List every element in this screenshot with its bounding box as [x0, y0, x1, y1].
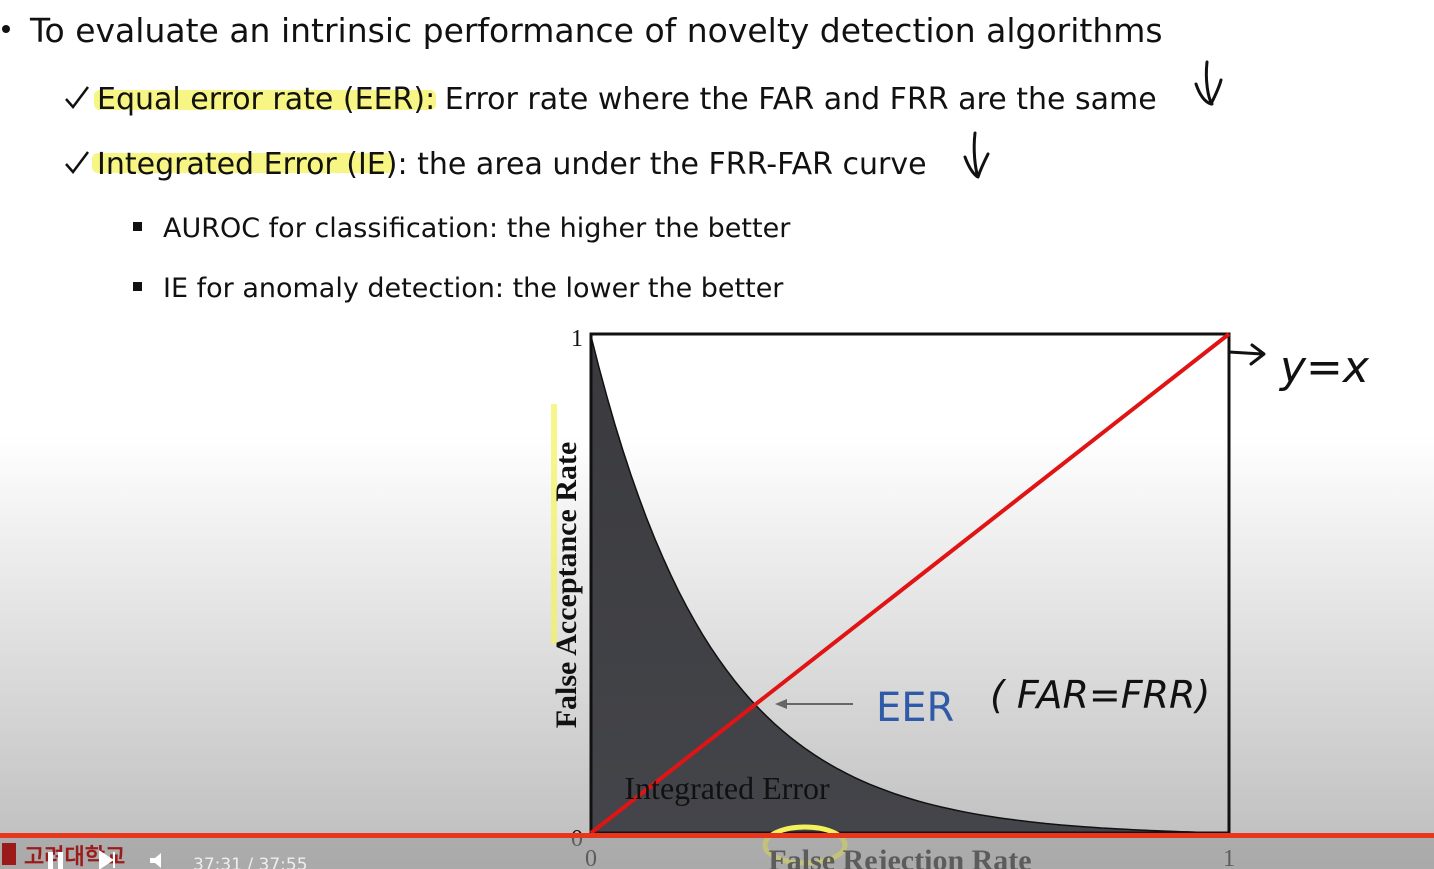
area-label: Integrated Error	[624, 770, 830, 806]
check-mark	[65, 86, 89, 109]
description: Error rate where the FAR and FRR are the…	[435, 82, 1157, 117]
logo	[2, 843, 16, 865]
eer-label: EER	[876, 685, 954, 731]
sub-item: IE for anomaly detection: the lower the …	[163, 273, 784, 304]
description: : the area under the FRR-FAR curve	[398, 147, 927, 182]
handwritten-note: ( FAR=FRR)	[990, 673, 1210, 717]
handwritten-note: y=x	[1278, 342, 1370, 393]
term: Integrated Error (IE)	[97, 147, 398, 182]
term: Equal error rate (EER):	[97, 82, 435, 117]
volume-button[interactable]	[150, 853, 161, 868]
handwritten-arrow	[963, 131, 990, 179]
y-tick-label: 1	[571, 326, 583, 352]
check-item: Equal error rate (EER): Error rate where…	[97, 82, 1157, 117]
next-button[interactable]	[99, 850, 115, 869]
sub-item: AUROC for classification: the higher the…	[163, 213, 791, 244]
handwritten-arrow	[1194, 60, 1223, 106]
bullet-dot	[2, 25, 10, 33]
player-bar	[0, 838, 1434, 869]
highlight	[94, 90, 436, 110]
pause-button[interactable]	[58, 852, 63, 869]
channel-name: 고려대학교	[24, 845, 125, 869]
square-bullet	[133, 282, 142, 291]
highlight	[551, 404, 557, 644]
time-display: 37:31 / 37:55	[193, 855, 308, 869]
square-bullet	[133, 222, 142, 231]
check-item: Integrated Error (IE): the area under th…	[97, 147, 927, 182]
highlight	[92, 153, 394, 173]
pause-button[interactable]	[48, 852, 53, 869]
progress-bar[interactable]	[0, 833, 1434, 838]
check-mark	[65, 151, 89, 174]
bullet-text: To evaluate an intrinsic performance of …	[29, 11, 1163, 50]
diagonal-line	[589, 332, 1231, 835]
y-axis-label: False Acceptance Rate	[550, 442, 583, 729]
eer-arrowhead	[775, 699, 787, 709]
handwritten-arrow	[1227, 343, 1266, 366]
